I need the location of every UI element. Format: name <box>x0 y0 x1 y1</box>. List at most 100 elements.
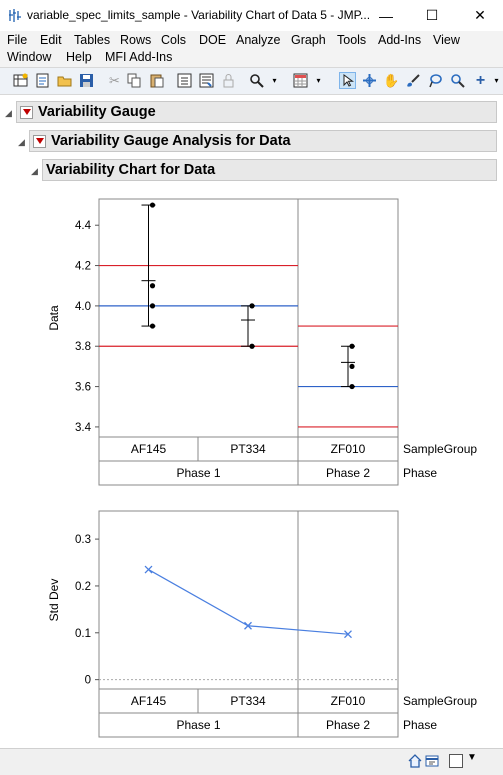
outline-title-level3: Variability Chart for Data <box>46 162 216 178</box>
y-axis-label: Data <box>47 305 61 331</box>
minimize-button[interactable]: — <box>379 7 393 24</box>
search-dropdown-icon[interactable]: ▾ <box>272 76 277 85</box>
layout-icon[interactable] <box>198 72 215 89</box>
arrow-tool-icon[interactable] <box>339 72 356 89</box>
menu-edit[interactable]: Edit <box>40 33 62 47</box>
selection-crosshair-icon[interactable] <box>361 72 378 89</box>
y-tick-label: 4.0 <box>75 301 91 313</box>
menu-rows[interactable]: Rows <box>120 33 152 47</box>
y-tick-label: 0.3 <box>75 534 91 546</box>
y-tick-label: 4.4 <box>75 220 92 232</box>
outline-title-level1: Variability Gauge <box>38 104 156 120</box>
menu-window[interactable]: Window <box>7 50 52 64</box>
data-point-af145 <box>149 283 156 289</box>
search-icon[interactable] <box>248 72 265 89</box>
disclosure-icon-level2[interactable]: ◢ <box>18 137 25 147</box>
journal-icon[interactable] <box>176 72 193 89</box>
menu-tools[interactable]: Tools <box>337 33 367 47</box>
data-point-af145 <box>149 303 156 309</box>
menu-analyze[interactable]: Analyze <box>236 33 281 47</box>
y-tick-label: 3.8 <box>75 341 91 353</box>
disclosure-icon-level3[interactable]: ◢ <box>31 166 38 176</box>
category-label-pt334: PT334 <box>230 694 266 708</box>
data-point-zf010 <box>349 383 355 390</box>
y-tick-label: 4.2 <box>75 261 91 273</box>
y-axis-label: Std Dev <box>47 579 61 622</box>
outline-variability-gauge: Variability Gauge <box>16 101 497 123</box>
new-script-icon[interactable] <box>34 72 51 89</box>
brush-icon[interactable] <box>405 72 422 89</box>
disclosure-icon-level1[interactable]: ◢ <box>5 108 12 118</box>
category-label-zf010: ZF010 <box>331 442 366 456</box>
plot-frame <box>98 510 399 690</box>
window-select-dropdown-icon[interactable]: ▼ <box>467 752 477 763</box>
menu-graph[interactable]: Graph <box>291 33 326 47</box>
menu-bar: File Edit Tables Rows Cols DOE Analyze G… <box>0 31 503 67</box>
data-grid-icon[interactable] <box>292 72 309 89</box>
lock-icon[interactable] <box>220 72 237 89</box>
charts-area: Data 3.4 3.6 3.8 4.0 4.2 4.4 AF145 PT334 ZF010 Pha… <box>47 198 477 738</box>
paste-icon[interactable] <box>148 72 165 89</box>
copy-icon[interactable] <box>126 72 143 89</box>
factor-name-samplegroup: SampleGroup <box>403 442 477 456</box>
group-label-phase-2: Phase 2 <box>326 718 370 732</box>
y-tick-label: 3.4 <box>75 422 92 434</box>
app-icon <box>8 8 22 23</box>
std-dev-marker-af145 <box>144 565 153 574</box>
outline-variability-chart: Variability Chart for Data <box>42 159 497 181</box>
factor-name-samplegroup: SampleGroup <box>403 694 477 708</box>
std-dev-marker-zf010 <box>344 630 352 639</box>
save-icon[interactable] <box>78 72 95 89</box>
crosshair-plus-icon[interactable]: + <box>475 71 486 89</box>
open-folder-icon[interactable] <box>56 72 73 89</box>
group-label-phase-1: Phase 1 <box>176 718 220 732</box>
title-bar: variable_spec_limits_sample - Variabilit… <box>0 0 503 31</box>
lasso-icon[interactable] <box>427 72 444 89</box>
toolbar-overflow-icon[interactable]: ▾ <box>494 76 499 85</box>
data-point-pt334 <box>249 343 255 349</box>
y-tick-label: 0.1 <box>75 628 91 640</box>
y-tick-label: 0 <box>85 675 91 687</box>
outline-title-level2: Variability Gauge Analysis for Data <box>51 133 291 149</box>
cut-icon[interactable]: ✂ <box>109 72 120 88</box>
menu-view[interactable]: View <box>433 33 460 47</box>
data-point-zf010 <box>349 363 355 370</box>
window-select-box[interactable] <box>449 754 463 768</box>
group-label-phase-2: Phase 2 <box>326 466 370 480</box>
data-point-pt334 <box>249 303 255 309</box>
new-data-table-icon[interactable] <box>12 72 29 89</box>
category-label-af145: AF145 <box>131 694 167 708</box>
maximize-button[interactable]: ☐ <box>425 7 439 23</box>
outline-variability-gauge-analysis: Variability Gauge Analysis for Data <box>29 130 497 152</box>
red-triangle-menu-icon[interactable] <box>33 134 46 148</box>
std-dev-marker-pt334 <box>244 621 252 630</box>
menu-help[interactable]: Help <box>66 50 92 64</box>
menu-add-ins[interactable]: Add-Ins <box>378 33 422 47</box>
data-point-zf010 <box>349 343 355 349</box>
category-label-pt334: PT334 <box>230 442 266 456</box>
zoom-icon[interactable] <box>449 72 466 89</box>
close-button[interactable]: ✕ <box>474 7 486 23</box>
home-icon[interactable] <box>408 754 422 773</box>
y-tick-label: 3.6 <box>75 382 91 394</box>
category-label-zf010: ZF010 <box>331 694 366 708</box>
data-grid-dropdown-icon[interactable]: ▾ <box>316 76 321 85</box>
data-point-af145 <box>149 323 156 329</box>
category-label-af145: AF145 <box>131 442 167 456</box>
menu-tables[interactable]: Tables <box>74 33 111 47</box>
red-triangle-menu-icon[interactable] <box>20 105 33 119</box>
group-label-phase-1: Phase 1 <box>176 466 220 480</box>
menu-doe[interactable]: DOE <box>199 33 227 47</box>
factor-name-phase: Phase <box>403 718 437 732</box>
toolbar: ✂ ▾ ▾ ✋ + ▾ <box>0 67 503 95</box>
menu-file[interactable]: File <box>7 33 28 47</box>
hand-tool-icon[interactable]: ✋ <box>383 72 400 88</box>
window-title: variable_spec_limits_sample - Variabilit… <box>27 8 371 22</box>
y-tick-label: 0.2 <box>75 581 91 593</box>
status-bar: ▼ <box>0 748 503 775</box>
factor-name-phase: Phase <box>403 466 437 480</box>
menu-mfi-add-ins[interactable]: MFI Add-Ins <box>105 50 173 64</box>
menu-cols[interactable]: Cols <box>161 33 187 47</box>
data-point-af145 <box>149 202 156 208</box>
window-list-icon[interactable] <box>425 754 439 773</box>
